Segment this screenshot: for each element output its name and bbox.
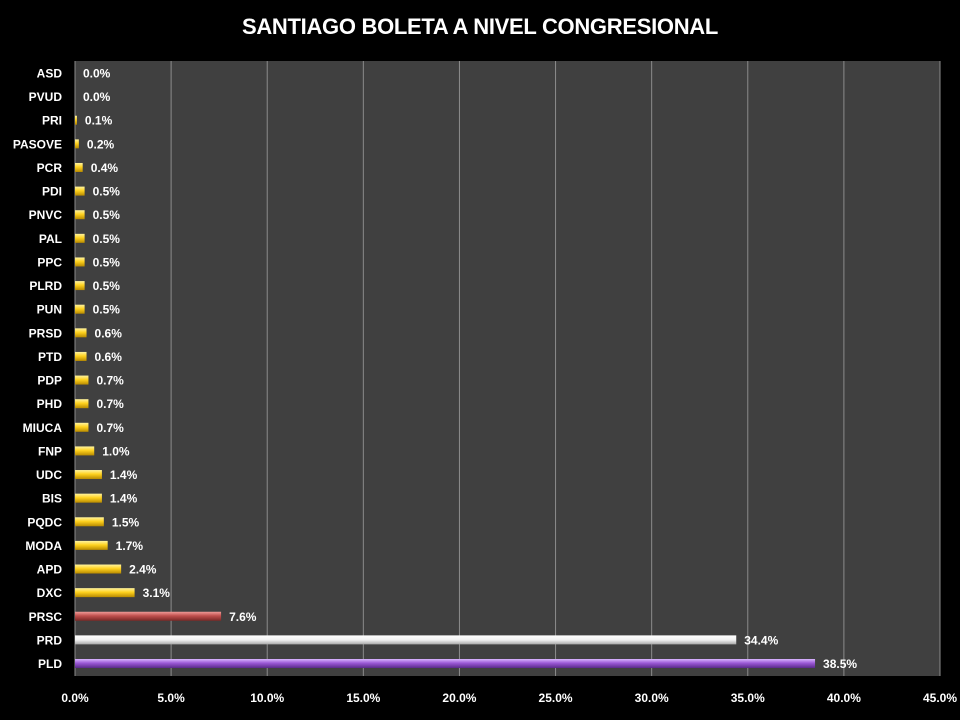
bar-pdi	[75, 186, 85, 196]
bar-pal	[75, 233, 85, 243]
bar-fnp	[75, 446, 95, 456]
value-label: 7.6%	[229, 610, 257, 624]
value-label: 2.4%	[129, 563, 157, 577]
bar-pqdc	[75, 517, 104, 527]
value-label: 1.5%	[112, 515, 140, 529]
plot-area	[75, 61, 940, 676]
x-tick-label: 30.0%	[635, 691, 669, 705]
x-tick-label: 15.0%	[346, 691, 380, 705]
value-label: 0.5%	[93, 208, 121, 222]
category-label: PAL	[39, 232, 62, 246]
value-label: 0.4%	[91, 161, 119, 175]
gridlines	[170, 61, 941, 676]
category-label: FNP	[38, 444, 62, 458]
bar-miuca	[75, 422, 89, 432]
category-label: BIS	[42, 492, 62, 506]
bar-prsc	[75, 611, 222, 621]
value-label: 0.5%	[93, 185, 121, 199]
category-label: PASOVE	[13, 137, 62, 151]
bar-moda	[75, 540, 108, 550]
category-label: PVUD	[29, 90, 63, 104]
x-tick-label: 25.0%	[539, 691, 573, 705]
x-tick-labels: 0.0% 5.0% 10.0% 15.0% 20.0% 25.0% 30.0% 35.0% 40…	[61, 691, 957, 705]
bars	[75, 115, 816, 668]
value-label: 0.5%	[93, 232, 121, 246]
value-label: 0.7%	[96, 421, 124, 435]
x-tick-label: 0.0%	[61, 691, 89, 705]
value-label: 0.2%	[87, 137, 115, 151]
value-label: 0.5%	[93, 255, 121, 269]
value-label: 1.4%	[110, 468, 138, 482]
bar-pun	[75, 304, 85, 314]
value-labels: 0.0% 0.0% 0.1% 0.2% 0.4% 0.5% 0.5% 0.5% 0.5% 0.5%…	[83, 67, 857, 672]
category-label: PDI	[42, 185, 62, 199]
value-label: 0.7%	[96, 397, 124, 411]
value-label: 0.0%	[83, 67, 111, 81]
category-label: PRSD	[29, 326, 63, 340]
x-tick-label: 10.0%	[250, 691, 284, 705]
bar-pasove	[75, 139, 79, 149]
category-label: PDP	[37, 374, 62, 388]
category-label: PHD	[37, 397, 63, 411]
bar-plrd	[75, 281, 85, 291]
bar-udc	[75, 470, 102, 480]
value-label: 0.6%	[95, 326, 123, 340]
category-label: APD	[37, 563, 63, 577]
category-label: PRD	[37, 633, 63, 647]
bar-prsd	[75, 328, 87, 338]
category-label: PQDC	[27, 515, 62, 529]
category-label: ASD	[37, 67, 63, 81]
category-label: PCR	[37, 161, 63, 175]
x-tick-label: 45.0%	[923, 691, 957, 705]
category-label: PPC	[37, 255, 62, 269]
category-label: PTD	[38, 350, 62, 364]
category-label: PRI	[42, 114, 62, 128]
category-label: DXC	[37, 586, 63, 600]
bar-prd	[75, 635, 737, 645]
value-label: 3.1%	[143, 586, 171, 600]
value-label: 0.5%	[93, 279, 121, 293]
value-label: 0.0%	[83, 90, 111, 104]
category-label: PLD	[38, 657, 62, 671]
value-label: 1.0%	[102, 444, 130, 458]
bar-ptd	[75, 351, 87, 361]
category-label: PUN	[37, 303, 62, 317]
category-label: MODA	[25, 539, 62, 553]
bar-pnvc	[75, 210, 85, 220]
value-label: 0.7%	[96, 374, 124, 388]
value-label: 0.5%	[93, 303, 121, 317]
x-tick-label: 35.0%	[731, 691, 765, 705]
bar-pri	[75, 115, 77, 125]
bar-apd	[75, 564, 122, 574]
value-label: 0.6%	[95, 350, 123, 364]
category-label: MIUCA	[23, 421, 63, 435]
category-labels: ASD PVUD PRI PASOVE PCR PDI PNVC PAL PPC PLRD PUN P…	[13, 67, 62, 672]
value-label: 1.4%	[110, 492, 138, 506]
category-label: PLRD	[29, 279, 62, 293]
x-tick-label: 5.0%	[157, 691, 185, 705]
bar-bis	[75, 493, 102, 503]
bar-pdp	[75, 375, 89, 385]
x-tick-label: 20.0%	[442, 691, 476, 705]
category-label: PNVC	[29, 208, 63, 222]
bar-pld	[75, 659, 816, 668]
x-tick-label: 40.0%	[827, 691, 861, 705]
bar-dxc	[75, 588, 135, 598]
category-label: PRSC	[29, 610, 63, 624]
bar-phd	[75, 399, 89, 409]
value-label: 0.1%	[85, 114, 113, 128]
chart-title: SANTIAGO BOLETA A NIVEL CONGRESIONAL	[241, 14, 719, 39]
bar-ppc	[75, 257, 85, 267]
category-label: UDC	[36, 468, 62, 482]
value-label: 34.4%	[744, 633, 778, 647]
bar-pcr	[75, 162, 83, 172]
value-label: 1.7%	[116, 539, 144, 553]
value-label: 38.5%	[823, 657, 857, 671]
